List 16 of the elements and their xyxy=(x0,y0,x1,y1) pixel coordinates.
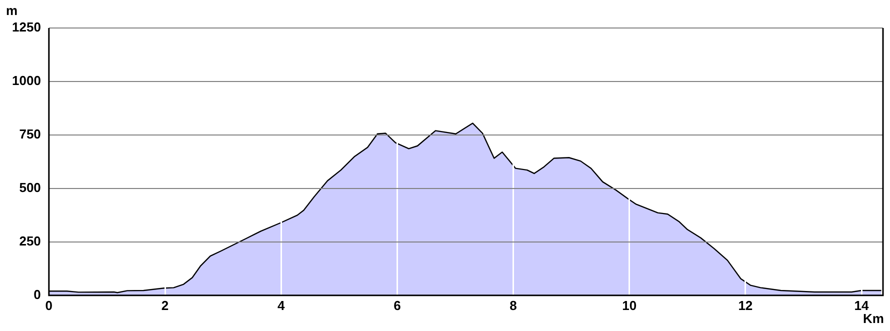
y-tick-label: 0 xyxy=(34,286,41,302)
y-tick-label: 1250 xyxy=(12,20,41,35)
x-axis-title: Km xyxy=(863,311,884,326)
x-tick-label: 2 xyxy=(161,298,169,313)
y-tick-label: 500 xyxy=(19,180,41,196)
x-tick-label: 0 xyxy=(45,298,53,313)
y-tick-label: 250 xyxy=(19,234,41,248)
x-tick-label: 8 xyxy=(510,298,517,313)
x-tick-label: 14 xyxy=(854,298,870,313)
y-axis-title: m xyxy=(6,3,18,18)
x-tick-label: 10 xyxy=(622,298,637,313)
y-tick-label: 750 xyxy=(19,126,41,142)
x-tick-label: 12 xyxy=(738,298,753,313)
x-tick-label: 4 xyxy=(277,298,286,313)
y-tick-label: 1000 xyxy=(12,73,41,88)
x-tick-label: 6 xyxy=(394,298,401,313)
